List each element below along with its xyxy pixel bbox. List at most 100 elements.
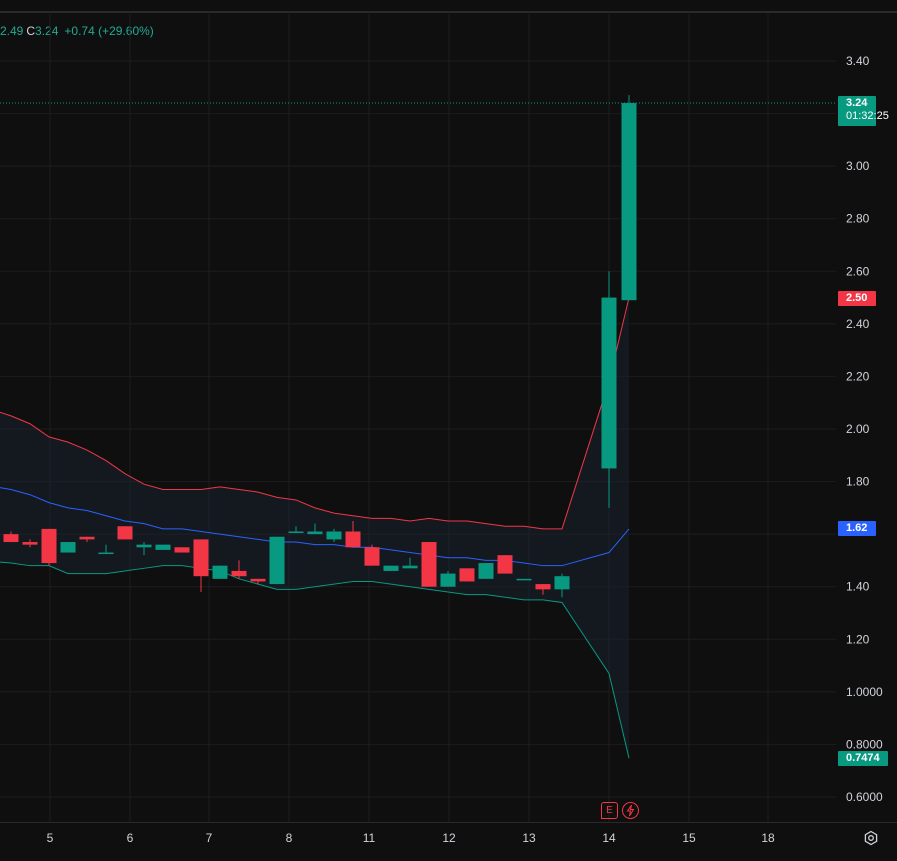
candle xyxy=(174,547,190,553)
candle xyxy=(383,565,399,571)
candle xyxy=(478,563,494,579)
candle-body xyxy=(459,568,475,582)
candle-body xyxy=(288,531,304,534)
candle-body xyxy=(307,531,323,535)
bb-lower-tag: 0.7474 xyxy=(838,751,888,766)
candle xyxy=(459,568,475,582)
candle xyxy=(136,542,152,556)
candle-body xyxy=(621,103,637,301)
candle-body xyxy=(60,542,76,553)
price-axis: 3.40 3.00 2.80 2.60 2.40 2.20 2.00 1.80 1.40 1.20… xyxy=(846,54,883,804)
change-value: +0.74 (+29.60%) xyxy=(64,24,154,38)
candle xyxy=(288,526,304,534)
candle xyxy=(516,578,532,581)
price-tick-label: 1.20 xyxy=(846,632,870,646)
candle-body xyxy=(3,534,19,543)
time-tick-label: 13 xyxy=(522,831,536,845)
price-tick-label: 3.00 xyxy=(846,159,870,173)
candle xyxy=(326,528,342,543)
candle xyxy=(497,555,513,574)
candle-body xyxy=(231,570,247,577)
time-tick-label: 14 xyxy=(602,831,616,845)
price-tick-label: 2.60 xyxy=(846,264,870,278)
candle xyxy=(364,544,380,566)
candle-body xyxy=(440,573,456,587)
candle-body xyxy=(326,531,342,540)
bb-lower-line xyxy=(0,561,630,759)
candle xyxy=(440,570,456,587)
last-price-tag: 3.24 01:32:25 xyxy=(838,96,889,126)
candle-body xyxy=(155,544,171,550)
candle-body xyxy=(601,297,617,469)
bar-countdown: 01:32:25 xyxy=(846,110,889,122)
candle xyxy=(3,531,19,543)
candle xyxy=(117,526,133,540)
price-tick-label: 2.00 xyxy=(846,422,870,436)
candle xyxy=(231,560,247,579)
time-tick-label: 6 xyxy=(127,831,134,845)
ohlc-legend: 2.49 C3.24 +0.74 (+29.60%) xyxy=(0,23,154,39)
lightning-icon[interactable] xyxy=(622,802,639,819)
candle xyxy=(155,544,171,550)
candle xyxy=(345,521,361,548)
price-tick-label: 1.0000 xyxy=(846,685,883,699)
time-tick-label: 12 xyxy=(442,831,456,845)
candle xyxy=(212,565,228,579)
open-value: 2.49 xyxy=(0,24,24,38)
candle xyxy=(601,271,617,508)
price-tick-label: 0.8000 xyxy=(846,737,883,751)
price-tick-label: 0.6000 xyxy=(846,790,883,804)
earnings-label: E xyxy=(606,805,613,816)
candle xyxy=(250,578,266,585)
candle-body xyxy=(345,531,361,548)
price-tick-label: 2.20 xyxy=(846,369,870,383)
candlestick-series xyxy=(3,95,637,598)
candle xyxy=(554,573,570,598)
earnings-flag-icon[interactable]: E xyxy=(601,802,618,819)
candle-body xyxy=(212,565,228,579)
candle-body xyxy=(269,536,285,585)
candle-body xyxy=(402,565,418,569)
candle xyxy=(621,95,637,301)
candle xyxy=(269,536,285,585)
settings-icon[interactable] xyxy=(863,830,879,846)
bb-upper-tag: 2.50 xyxy=(838,291,876,306)
bb-basis-tag: 1.62 xyxy=(838,521,876,536)
top-toolbar xyxy=(0,0,897,13)
candle-body xyxy=(383,565,399,571)
candle xyxy=(79,536,95,543)
time-tick-label: 7 xyxy=(206,831,213,845)
price-tick-label: 1.40 xyxy=(846,580,870,594)
time-tick-label: 5 xyxy=(47,831,54,845)
candle xyxy=(60,542,76,553)
price-tick-label: 2.80 xyxy=(846,212,870,226)
time-tick-label: 18 xyxy=(761,831,775,845)
candle-body xyxy=(478,563,494,579)
candle-body xyxy=(497,555,513,574)
candle-body xyxy=(117,526,133,540)
candle-body xyxy=(250,578,266,582)
time-axis: 5 6 7 8 11 12 13 14 15 18 xyxy=(47,831,775,845)
candle-body xyxy=(98,552,114,555)
close-key: C xyxy=(26,24,36,38)
candle xyxy=(535,584,551,595)
close-value: 3.24 xyxy=(35,24,59,38)
price-tick-label: 3.40 xyxy=(846,54,870,68)
candle xyxy=(421,542,437,587)
time-tick-label: 15 xyxy=(682,831,696,845)
candle xyxy=(402,557,418,569)
price-tick-label: 2.40 xyxy=(846,317,870,331)
candle xyxy=(22,539,38,548)
chart-grid xyxy=(0,14,897,823)
candle-body xyxy=(22,542,38,545)
gear-glyph xyxy=(864,830,878,846)
bb-upper-line xyxy=(0,297,630,530)
candle-body xyxy=(554,576,570,590)
time-tick-label: 8 xyxy=(286,831,293,845)
price-tick-label: 1.80 xyxy=(846,475,870,489)
candle xyxy=(98,544,114,555)
candle-body xyxy=(364,547,380,566)
lightning-glyph xyxy=(626,804,635,817)
candle-body xyxy=(136,544,152,548)
